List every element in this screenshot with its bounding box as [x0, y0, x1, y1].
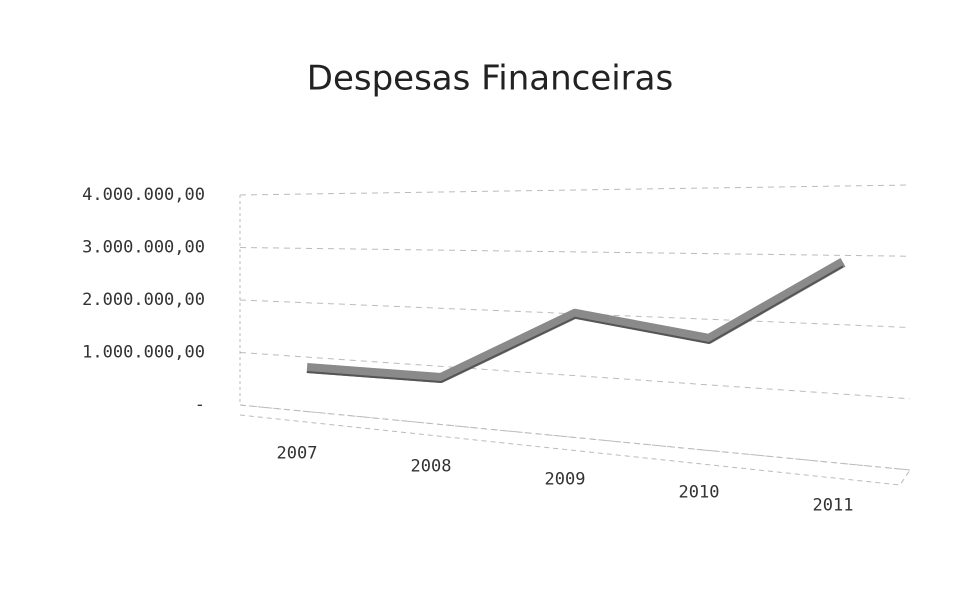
y-tick-label: - [195, 395, 205, 415]
grid-line [239, 247, 911, 257]
y-tick-label: 2.000.000,00 [82, 290, 205, 310]
grid-line [239, 184, 911, 196]
x-tick-label: 2010 [679, 483, 720, 503]
floor [239, 404, 911, 486]
x-tick-label: 2011 [813, 496, 854, 516]
y-tick-label: 3.000.000,00 [82, 238, 205, 258]
x-tick-label: 2008 [411, 457, 452, 477]
series-line [306, 257, 846, 383]
x-tick-label: 2009 [545, 470, 586, 490]
chart-title: Despesas Financeiras [307, 59, 673, 99]
x-tick-label: 2007 [277, 444, 318, 464]
y-tick-label: 4.000.000,00 [82, 185, 205, 205]
series-line-edge [306, 265, 844, 384]
y-tick-label: 1.000.000,00 [82, 343, 205, 363]
grid-line [239, 352, 911, 400]
